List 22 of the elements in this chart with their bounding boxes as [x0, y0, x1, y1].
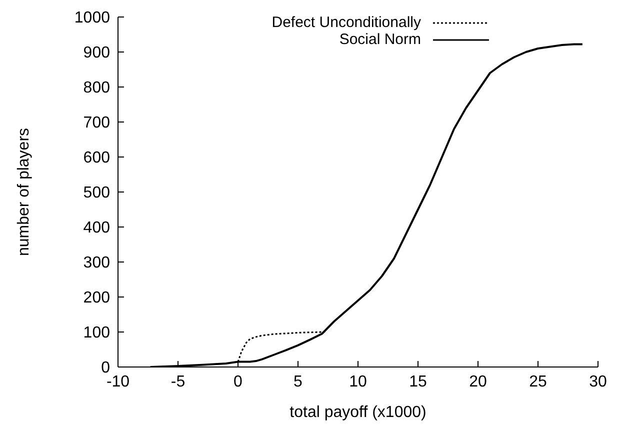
x-tick-label: 10	[349, 373, 367, 390]
legend-label: Social Norm	[339, 31, 421, 48]
legend-label: Defect Unconditionally	[272, 14, 421, 31]
x-tick-label: 15	[409, 373, 427, 390]
y-tick-label: 100	[83, 324, 110, 342]
y-tick-label: 300	[83, 254, 110, 272]
y-tick-label: 200	[83, 290, 110, 307]
x-tick-label: 25	[529, 373, 547, 390]
x-tick-label: -5	[170, 373, 186, 390]
y-tick-label: 900	[83, 44, 110, 62]
y-tick-label: 700	[83, 114, 110, 132]
y-tick-label: 400	[83, 220, 110, 237]
y-tick-label: 600	[83, 150, 110, 167]
y-axis-title: number of players	[16, 128, 33, 256]
x-tick-label: 30	[589, 373, 607, 390]
y-tick-label: 800	[83, 80, 110, 97]
x-tick-label: 20	[469, 373, 487, 390]
x-tick-label: 5	[294, 373, 303, 390]
x-axis-title: total payoff (x1000)	[290, 404, 426, 421]
y-tick-label: 500	[83, 184, 110, 202]
x-tick-label: 0	[234, 373, 243, 390]
y-tick-label: 1000	[74, 10, 110, 27]
